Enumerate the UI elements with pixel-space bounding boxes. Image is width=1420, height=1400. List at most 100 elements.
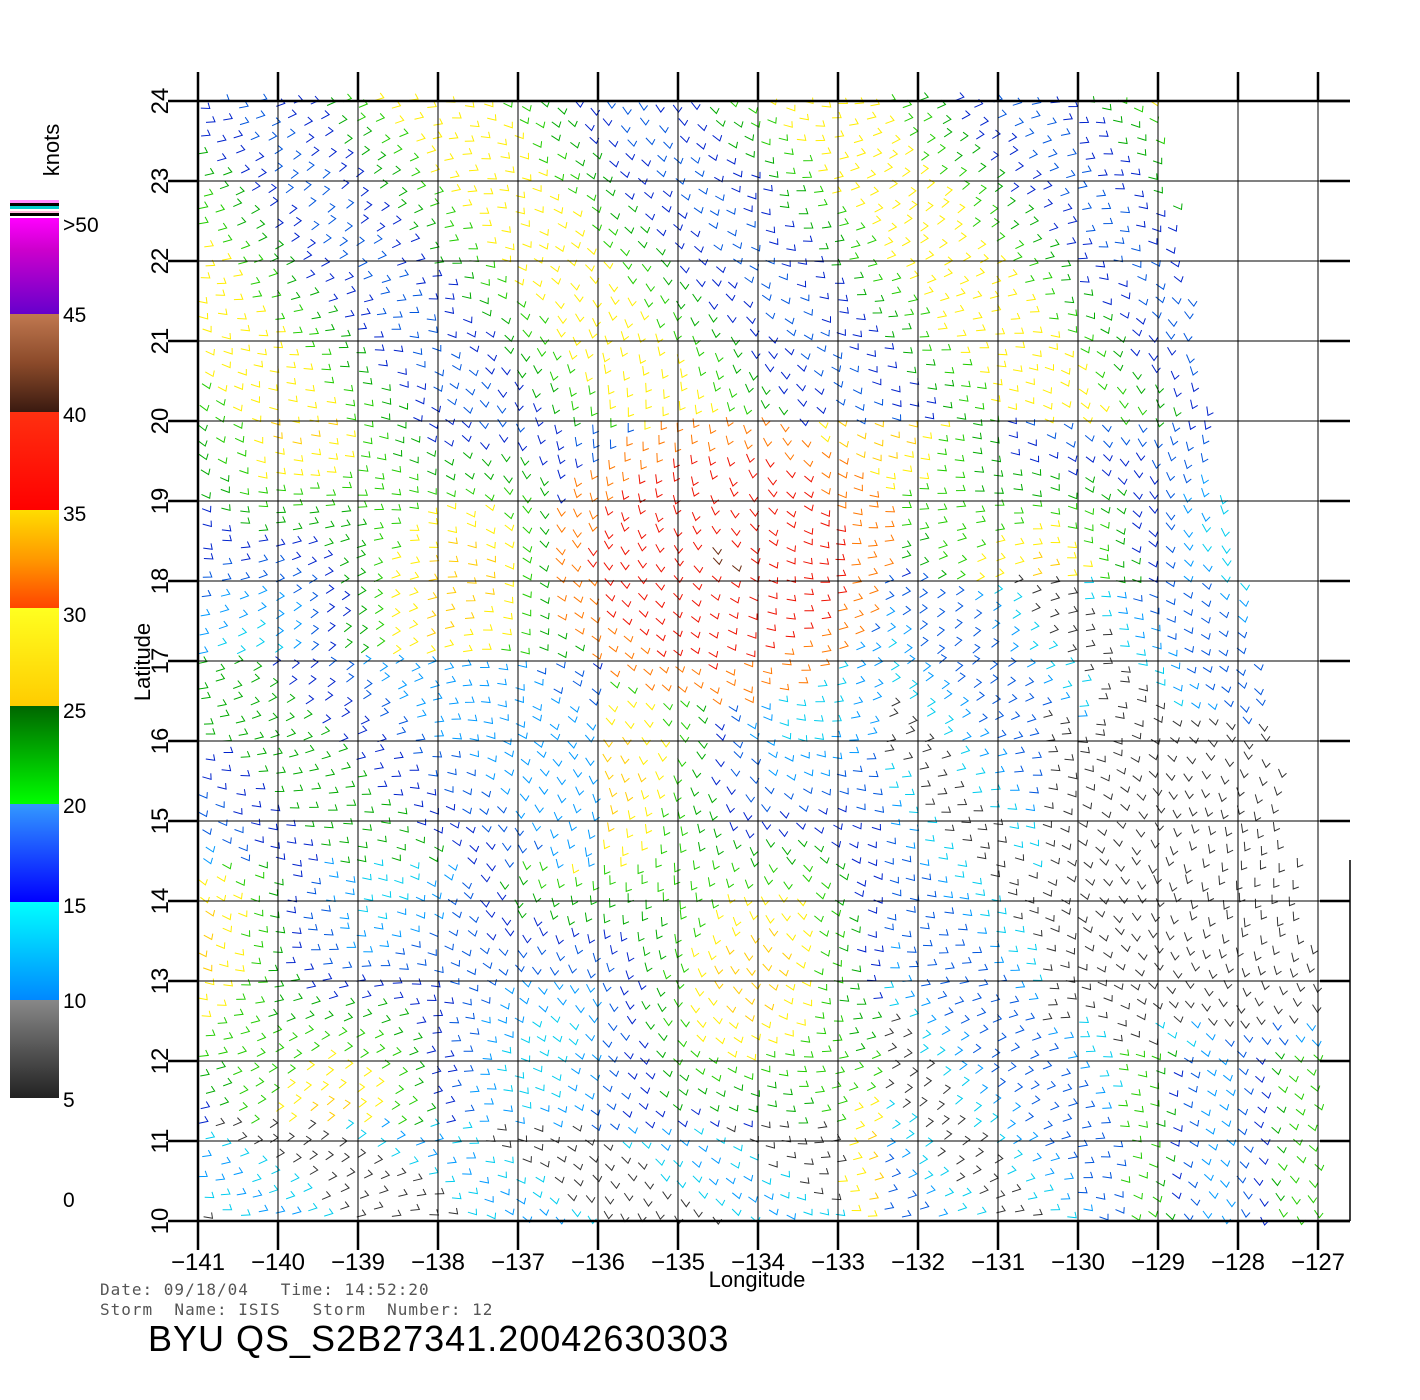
wind-barb [288,1112,298,1122]
wind-barb [924,412,935,420]
wind-barb [309,506,320,514]
wind-barb [444,153,454,161]
wind-barb [990,436,1000,444]
wind-barb [856,288,867,296]
wind-barb [637,931,645,942]
wind-barb [373,557,384,566]
wind-barb [292,522,303,531]
wind-barb [271,289,282,298]
y-tick-label: 17 [147,648,174,675]
wind-barb [906,366,917,374]
wind-barb [254,731,265,740]
wind-barb [434,1133,445,1142]
wind-barb [850,240,861,249]
wind-barb [1007,803,1018,810]
wind-barb [693,565,704,574]
wind-barb [1010,220,1020,230]
wind-barb [461,435,472,443]
wind-barb [516,1197,527,1205]
wind-barb [673,775,683,785]
wind-barb [220,1188,231,1196]
wind-barb [855,404,865,411]
wind-barb [803,769,814,777]
wind-barb [726,878,735,889]
wind-barb [993,1094,1002,1104]
wind-barb [1155,898,1165,908]
wind-barb [1220,1180,1230,1188]
wind-barb [1155,384,1165,394]
wind-barb [1148,352,1158,362]
wind-barb [641,1000,651,1011]
wind-barb [1165,562,1176,569]
wind-barb [356,236,366,246]
wind-barb [761,282,771,290]
wind-barb [483,188,494,195]
wind-barb [1226,722,1236,731]
wind-barb [392,450,403,457]
wind-barb [197,424,208,432]
wind-barb [779,189,790,197]
wind-barb [821,101,832,108]
wind-barb [567,187,578,194]
wind-barb [746,1053,757,1061]
wind-barb [1258,723,1269,732]
wind-barb [610,1123,620,1131]
wind-barb [708,951,717,961]
wind-barb [819,930,830,938]
wind-barb [479,207,490,214]
wind-barb [274,878,284,886]
wind-barb [1099,1069,1110,1077]
wind-barb [449,821,460,829]
wind-barb [937,503,948,511]
wind-barb [271,1083,281,1094]
wind-barb [765,1142,776,1149]
wind-barb [1102,103,1112,111]
wind-barb [751,171,761,179]
wind-barb [467,541,477,549]
wind-barb [415,397,425,405]
wind-barb [1095,117,1106,124]
wind-barb [1031,97,1042,105]
wind-barb [973,1117,983,1128]
wind-barb [571,927,580,938]
wind-barb [1237,631,1248,639]
wind-barb [427,949,437,957]
wind-barb [344,271,355,281]
wind-barb [380,1170,391,1180]
wind-barb [957,860,968,868]
wind-barb [638,493,646,504]
wind-barb [357,1083,366,1093]
wind-barb [608,283,619,293]
wind-barb [781,260,791,267]
wind-barb [1132,329,1143,337]
wind-barb [994,499,1005,506]
wind-barb [803,538,813,546]
wind-barb [708,301,719,310]
wind-barb [644,719,654,729]
wind-barb [903,347,913,354]
wind-barb [761,1121,771,1129]
wind-barb [1201,789,1211,799]
wind-barb [997,1032,1007,1042]
wind-barb [728,388,738,399]
wind-barb [833,1015,844,1022]
wind-barb [819,856,830,864]
wind-barb [1223,979,1233,990]
wind-barb [199,627,210,636]
wind-barb [715,909,724,920]
wind-barb [1060,128,1071,136]
wind-barb [467,930,478,937]
wind-barb [602,118,613,127]
wind-barb [1221,557,1232,567]
wind-barb [707,442,716,452]
y-tick-label: 14 [147,888,174,915]
wind-barb [293,584,303,594]
wind-barb [591,635,602,643]
wind-barb [996,552,1006,562]
wind-barb [463,1045,474,1052]
wind-barb [398,1188,408,1197]
wind-barb [585,1139,595,1146]
wind-barb [469,1028,480,1035]
wind-barb [979,1185,989,1195]
wind-barb [837,805,847,813]
